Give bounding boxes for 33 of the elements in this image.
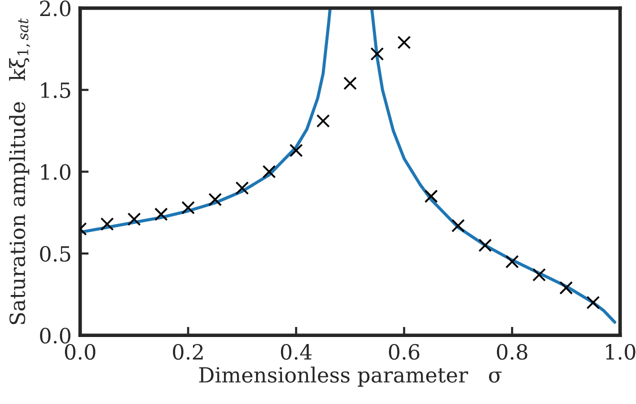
x-axis-title: Dimensionless parameter σ [199, 366, 502, 387]
y-tick-label: 0.5 [40, 246, 70, 262]
point [478, 238, 492, 252]
y-tick-label: 1.5 [41, 82, 70, 98]
point [262, 164, 276, 178]
x-tick-label: 1.0 [606, 344, 636, 360]
point [289, 144, 303, 158]
point [532, 268, 546, 282]
x-tick-label: 0.4 [280, 344, 312, 360]
y-tick-label: 0.0 [40, 328, 70, 344]
x-tick-label: 0.2 [172, 344, 203, 360]
point [424, 190, 438, 203]
point [370, 47, 384, 61]
point [154, 208, 168, 221]
point [397, 36, 411, 50]
x-tick-label: 0.0 [64, 344, 96, 360]
point [100, 217, 114, 231]
point [181, 200, 195, 214]
point [451, 218, 465, 232]
point [208, 192, 222, 206]
point [127, 212, 141, 226]
x-tick-label: 0.6 [388, 344, 420, 360]
point [343, 76, 357, 90]
y-tick-label: 2.0 [40, 0, 70, 16]
x-tick-label: 0.8 [496, 344, 528, 360]
line-series [80, 8, 332, 234]
point [235, 181, 249, 195]
point [316, 114, 330, 128]
y-tick-label: 1.0 [41, 164, 70, 180]
point [505, 254, 519, 268]
point [586, 296, 600, 310]
y-axis-title: Saturation amplitude kξ$_{1,sat}$ [9, 18, 30, 324]
point [559, 281, 573, 295]
